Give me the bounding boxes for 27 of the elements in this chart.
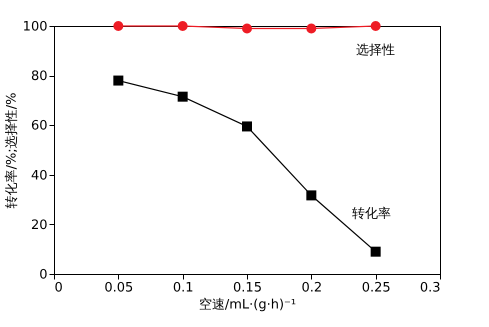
y-axis-title: 转化率/%;选择性/% bbox=[4, 92, 20, 208]
y-tick-label: 80 bbox=[30, 69, 48, 84]
point bbox=[113, 76, 124, 86]
x-tick-label: 0.15 bbox=[233, 280, 262, 296]
y-tick-label: 100 bbox=[22, 20, 48, 34]
point bbox=[178, 21, 188, 31]
point bbox=[306, 190, 316, 200]
point bbox=[242, 121, 252, 132]
x-tick-label: 0 bbox=[54, 280, 63, 296]
x-tick-label: 0.2 bbox=[301, 280, 322, 296]
x-tick-label: 0.25 bbox=[362, 280, 391, 296]
x-tick-label: 0.05 bbox=[104, 280, 134, 296]
x-tick-label: 0.3 bbox=[420, 280, 440, 296]
point bbox=[306, 23, 316, 34]
y-tick-label: 20 bbox=[30, 218, 48, 233]
series-label: 转化率 bbox=[352, 206, 392, 222]
y-tick-label: 60 bbox=[30, 118, 48, 134]
y-tick-label: 0 bbox=[39, 268, 48, 282]
x-axis-title: 空速/mL·(g·h)⁻¹ bbox=[198, 298, 296, 312]
point bbox=[370, 21, 381, 31]
point bbox=[242, 23, 252, 34]
y-tick-label: 40 bbox=[30, 168, 48, 184]
point bbox=[113, 21, 124, 31]
point bbox=[370, 246, 381, 257]
x-tick-label: 0.1 bbox=[172, 280, 194, 296]
series-label: 选择性 bbox=[356, 43, 396, 58]
point bbox=[178, 92, 188, 102]
